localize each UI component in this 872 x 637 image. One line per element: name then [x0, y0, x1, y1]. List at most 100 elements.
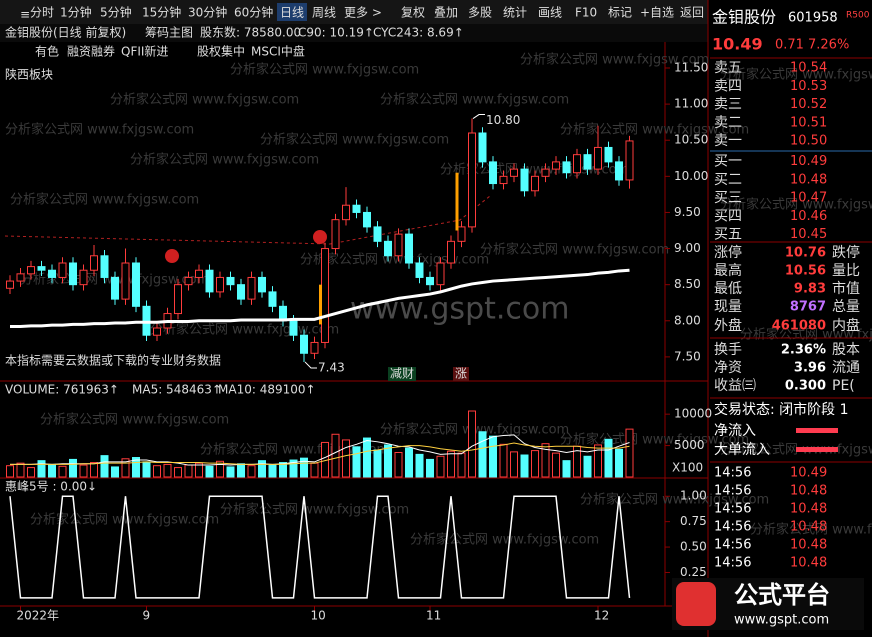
toolbar-item[interactable]: 叠加	[434, 6, 458, 20]
volume-bar	[447, 450, 455, 478]
watermark: 分析家公式网 www.fxjgsw.com	[440, 162, 629, 178]
volume-bar	[499, 443, 508, 478]
candle-body	[90, 255, 98, 271]
toolbar-item[interactable]: +自选	[640, 6, 674, 20]
book-label: 卖三	[714, 97, 742, 113]
volume-bar	[69, 458, 77, 478]
tick-time: 14:56	[714, 520, 751, 535]
tick-price: 10.49	[790, 466, 827, 481]
low-label: 7.43	[318, 360, 345, 374]
volume-bar	[205, 465, 214, 478]
toolbar-item[interactable]: 多股	[468, 6, 492, 20]
stat-label: 换手	[714, 341, 742, 358]
toolbar-item[interactable]: 60分钟	[234, 5, 273, 20]
candle-body	[541, 168, 550, 177]
book-label: 卖二	[714, 115, 742, 131]
toolbar-item[interactable]: 15分钟	[142, 5, 181, 20]
x-tick-label: 12	[594, 609, 609, 623]
candle-body	[132, 262, 140, 307]
book-price: 10.54	[790, 61, 827, 76]
watermark: 分析家公式网 www.fxjgsw.com	[5, 122, 194, 138]
menu-icon[interactable]: ≡	[20, 8, 30, 22]
volume-bar	[27, 467, 35, 478]
toolbar-item[interactable]: 分时	[30, 6, 54, 20]
watermark: 分析家公式网 www.fxjgsw.com	[230, 62, 419, 78]
logo-text: 公式平台	[734, 581, 830, 609]
header-bg	[0, 24, 708, 42]
tick-time: 14:56	[714, 556, 751, 571]
candle-body	[583, 154, 592, 170]
candle-body	[373, 226, 382, 242]
ma-line	[10, 268, 630, 329]
candle-body	[552, 161, 560, 170]
main-indicator[interactable]: 筹码主图	[145, 26, 193, 40]
volume-bar	[121, 458, 130, 478]
stat-value: 8767	[790, 300, 826, 315]
toolbar-item[interactable]: 30分钟	[188, 5, 227, 20]
y-tick-label: 10.00	[674, 169, 708, 183]
low-pointer	[304, 361, 317, 369]
toolbar-item[interactable]: 复权	[401, 6, 425, 20]
candle-body	[468, 132, 476, 228]
x-tick-label: 11	[426, 609, 441, 623]
volume-bar	[331, 433, 340, 478]
volume-bar	[478, 431, 487, 478]
tag: 股权集中	[197, 44, 245, 59]
volume-bar	[226, 466, 235, 478]
y-tick-label: 8.00	[674, 313, 701, 327]
book-label: 买五	[714, 227, 742, 243]
toolbar-item[interactable]: 1分钟	[60, 5, 92, 20]
tag: MSCI中盘	[251, 44, 305, 59]
candle-body	[37, 266, 46, 271]
toolbar-item[interactable]: F10	[575, 6, 597, 20]
chart-title: 金钼股份(日线 前复权)	[5, 25, 126, 40]
watermark: 分析家公式网 www.fxjgsw.com	[560, 122, 749, 138]
watermark: 分析家公式网 www.fxjgsw.com	[130, 152, 319, 168]
book-label: 买二	[714, 172, 742, 188]
volume-bar	[531, 450, 539, 478]
change-pct: 7.26%	[808, 38, 849, 53]
toolbar-bg	[0, 0, 708, 24]
candle-body	[426, 276, 434, 286]
stat-label2: 量比	[832, 263, 860, 279]
candle-body	[216, 276, 224, 293]
stock-name: 金钼股份	[712, 8, 776, 27]
candle-body	[289, 320, 298, 336]
candle-body	[436, 262, 445, 286]
watermark: 分析家公式网 www.fxjgsw.com	[520, 52, 709, 68]
signal-icon	[165, 249, 179, 263]
stat-label: 外盘	[714, 317, 742, 334]
candle-body	[205, 269, 214, 293]
toolbar-item[interactable]: 返回	[680, 6, 704, 20]
volume-bar	[394, 451, 403, 478]
volume-bar	[594, 444, 602, 478]
toolbar-item[interactable]: 更多 >	[344, 6, 382, 20]
stat-label: 涨停	[714, 244, 742, 261]
toolbar-item[interactable]: 标记	[608, 6, 632, 20]
tag: 有色	[35, 45, 59, 59]
volume-bar	[510, 451, 518, 478]
volume-ma10: MA10: 489100↑	[218, 383, 316, 397]
stat-label2: PE(	[832, 378, 855, 394]
volume-bar	[615, 448, 623, 478]
candle-body	[6, 280, 14, 289]
y-tick-label: 10.50	[674, 133, 708, 147]
y-tick-label: 0.25	[680, 565, 707, 579]
stat-label: 净资	[714, 360, 742, 376]
watermark: 分析家公式网 www.fxjgsw.com	[720, 197, 872, 213]
volume-bar	[258, 460, 266, 478]
watermark: 分析家公式网 www.fxjgsw.com	[260, 132, 449, 148]
indicator-line	[9, 495, 631, 599]
candle-body	[457, 226, 466, 242]
toolbar-item[interactable]: 画线	[538, 6, 562, 20]
volume-bar	[90, 462, 98, 478]
candle-body	[300, 334, 308, 354]
watermark: 分析家公式网 www.fxjgsw.com	[200, 442, 389, 458]
candle-body	[520, 168, 529, 192]
book-price: 10.50	[790, 134, 827, 149]
toolbar-item[interactable]: 5分钟	[100, 5, 132, 20]
toolbar-item[interactable]: 周线	[312, 6, 336, 20]
candle-body	[594, 146, 602, 170]
toolbar-item[interactable]: 统计	[503, 6, 527, 20]
toolbar-item[interactable]: 日线	[280, 6, 304, 20]
